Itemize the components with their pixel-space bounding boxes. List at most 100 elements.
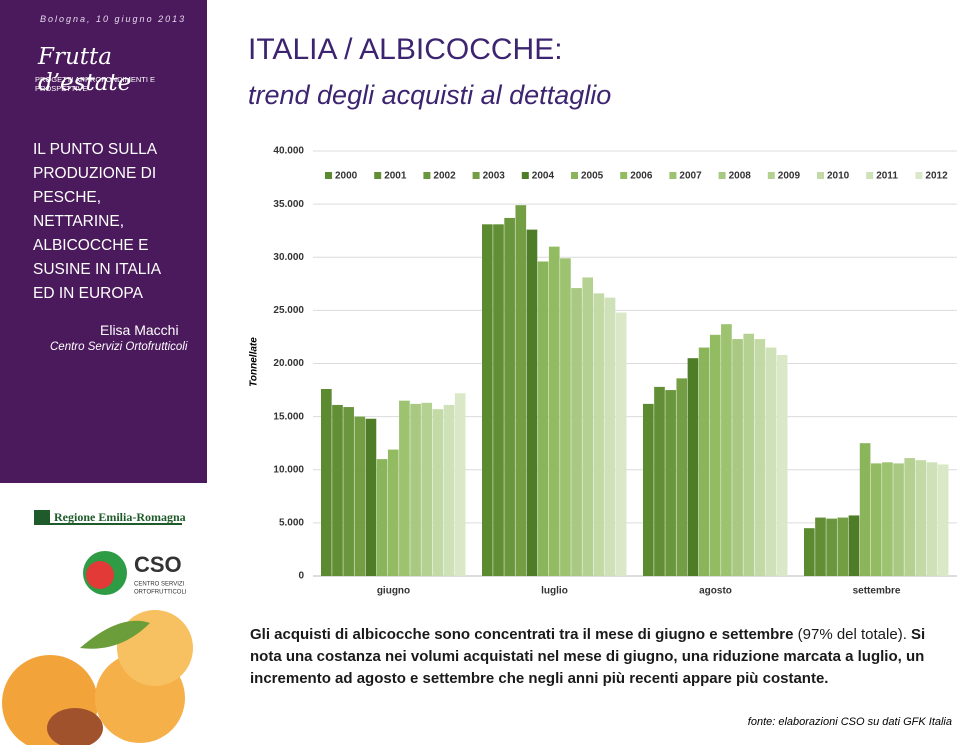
caption-bold: Gli acquisti di albicocche sono concentr… [250, 626, 794, 643]
bar [893, 463, 904, 576]
leaf [80, 620, 150, 649]
x-tick-label: giugno [377, 586, 410, 597]
legend-swatch [325, 172, 332, 179]
bar [676, 378, 688, 576]
bar [926, 462, 938, 576]
bar [665, 390, 676, 576]
legend-label: 2011 [876, 171, 898, 182]
bar [421, 402, 433, 576]
bar [399, 400, 410, 576]
legend-label: 2004 [532, 171, 555, 182]
sidebar: Bologna, 10 giugno 2013 Frutta d’estate … [0, 0, 207, 483]
title: ITALIA / ALBICOCCHE: [248, 33, 563, 66]
bar [604, 297, 616, 576]
bar [493, 224, 504, 576]
bar [654, 386, 665, 576]
bar [826, 518, 837, 576]
x-tick-label: settembre [853, 586, 901, 597]
y-tick-label: 15.000 [273, 411, 304, 422]
bar [882, 462, 893, 576]
cso-mark [86, 561, 114, 589]
bar [560, 258, 571, 576]
bar [804, 528, 815, 576]
cso-logo: CSO [134, 552, 182, 577]
region-logo: Regione Emilia-Romagna [54, 510, 186, 524]
legend-swatch [472, 172, 480, 179]
bar [454, 393, 466, 576]
legend-swatch [866, 172, 874, 179]
side-title: IL PUNTO SULLA PRODUZIONE DI PESCHE, NETTAR… [33, 138, 161, 306]
side-title-line: PESCHE, [33, 189, 102, 206]
cso-sub: ORTOFRUTTICOLI [134, 590, 187, 596]
bar [376, 459, 388, 576]
legend-swatch [817, 172, 824, 179]
side-title-line: IL PUNTO SULLA [33, 141, 158, 158]
side-title-line: ED IN EUROPA [33, 285, 143, 302]
cso-sub: CENTRO SERVIZI [134, 582, 185, 588]
legend-swatch [669, 172, 677, 179]
y-tick-label: 40.000 [273, 146, 304, 157]
bar [332, 404, 343, 576]
legend-label: 2003 [483, 171, 506, 182]
author: Elisa Macchi [100, 322, 179, 338]
y-tick-label: 35.000 [273, 199, 304, 210]
bar [410, 403, 421, 576]
legend-swatch [423, 172, 431, 179]
y-tick-label: 25.000 [273, 305, 304, 316]
bar [915, 460, 927, 576]
side-title-line: PRODUZIONE DI [33, 165, 157, 182]
side-title-line: NETTARINE, [33, 213, 124, 230]
y-tick-label: 0 [298, 571, 304, 582]
y-tick-label: 10.000 [273, 464, 304, 475]
bar [743, 333, 755, 576]
affiliation: Centro Servizi Ortofrutticoli [50, 341, 188, 353]
legend-swatch [521, 172, 529, 179]
legend-swatch [374, 172, 382, 179]
bar [765, 347, 777, 576]
bar [754, 339, 766, 576]
chart: Tonnellate 0 5.000 10.000 15.000 20.000 25.00… [249, 146, 957, 597]
legend-swatch [620, 172, 628, 179]
legend-label: 2006 [630, 171, 653, 182]
x-tick-label: luglio [541, 586, 568, 597]
tagline: PROGETTI APPROFONDIMENTI E PROSPETTIVE [35, 75, 156, 93]
bar [643, 403, 654, 576]
source: fonte: elaborazioni CSO su dati GFK Ital… [747, 716, 952, 728]
legend-swatch [718, 172, 726, 179]
apricot-stone [47, 708, 103, 745]
bar [504, 217, 515, 576]
legend-label: 2010 [827, 171, 850, 182]
bar [582, 277, 594, 576]
bar [859, 443, 871, 576]
bar [537, 261, 549, 576]
bar [721, 324, 732, 576]
legend-label: 2008 [729, 171, 752, 182]
bar [443, 404, 455, 576]
legend-swatch [915, 172, 923, 179]
brand: Frutta d’estate [38, 44, 132, 96]
x-tick-label: agosto [699, 586, 732, 597]
bar [432, 409, 444, 576]
legend-label: 2005 [581, 171, 604, 182]
logos-art: Regione Emilia-Romagna CSO CENTRO SERVIZ… [2, 510, 193, 745]
bar [776, 355, 788, 576]
bar [593, 293, 605, 576]
legend-swatch [571, 172, 578, 179]
bar [837, 517, 849, 576]
side-title-line: ALBICOCCHE E [33, 237, 149, 254]
y-tick-label: 20.000 [273, 358, 304, 369]
bar [354, 416, 366, 576]
side-title-line: SUSINE IN ITALIA [33, 261, 162, 278]
bar [732, 339, 743, 576]
legend-label: 2012 [925, 171, 948, 182]
subtitle: trend degli acquisti al dettaglio [248, 80, 612, 110]
bar [687, 358, 699, 576]
bar [515, 205, 527, 576]
bar [709, 334, 721, 576]
y-tick-label: 30.000 [273, 252, 304, 263]
legend-label: 2009 [778, 171, 801, 182]
legend-label: 2002 [433, 171, 456, 182]
legend-label: 2001 [384, 171, 407, 182]
legend-swatch [767, 172, 775, 179]
